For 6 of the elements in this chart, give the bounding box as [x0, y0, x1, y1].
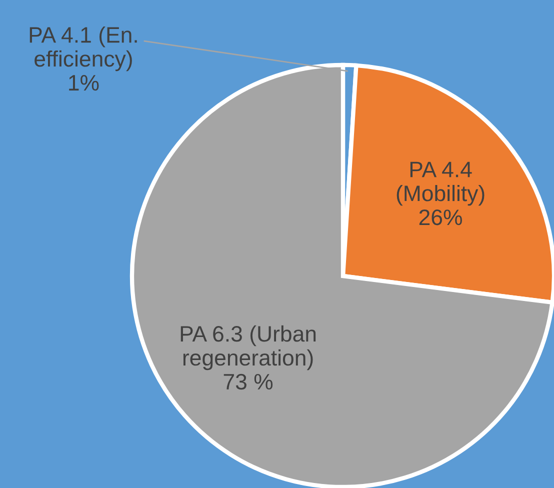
- data-label: 1%: [69, 75, 99, 91]
- data-label: 73 %: [224, 374, 273, 390]
- slice-label: PA 6.3 (Urban regeneration): [180, 325, 316, 370]
- data-label: 26%: [419, 209, 462, 226]
- slice-label: PA 4.1 (En. efficiency): [30, 26, 137, 72]
- slice-label: PA 4.4 (Mobility): [396, 162, 484, 206]
